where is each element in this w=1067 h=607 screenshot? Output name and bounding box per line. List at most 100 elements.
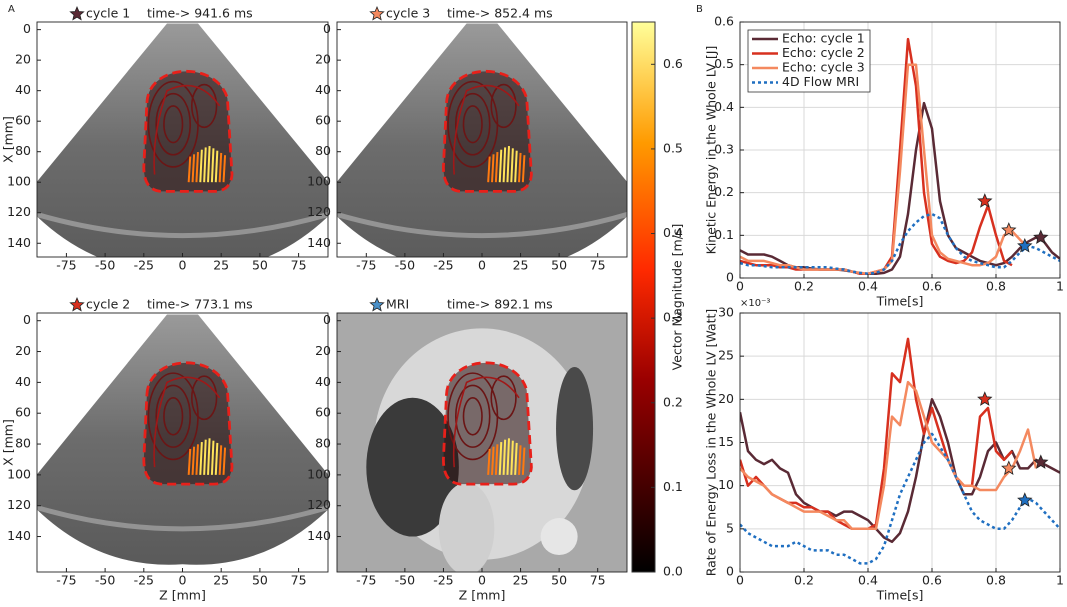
flow-vector: [494, 151, 499, 183]
x-tick-label: 0: [736, 279, 744, 294]
y-tick-label: 0.3: [714, 142, 734, 157]
x-tick-label: -25: [433, 258, 453, 273]
colorbar-tick-label: 0.2: [663, 394, 683, 409]
x-tick-label: -75: [356, 573, 376, 588]
streamline: [155, 92, 192, 156]
x-tick-label: 0.2: [794, 573, 814, 588]
x-tick-label: -25: [134, 573, 154, 588]
star-marker: [977, 193, 993, 208]
flow-vector: [222, 155, 227, 183]
y-tick-label: 40: [315, 82, 331, 97]
flow-vector: [214, 442, 219, 475]
x-tick-label: 75: [291, 258, 307, 273]
star-marker: [1017, 492, 1033, 507]
streamline: [452, 376, 520, 468]
x-tick-label: 0.8: [986, 573, 1006, 588]
flow-vector: [518, 152, 522, 183]
mri-tissue: [540, 518, 578, 556]
flow-vector: [514, 442, 518, 475]
x-tick-label: -50: [395, 258, 415, 273]
y-tick-label: 80: [15, 143, 31, 158]
streamline: [454, 384, 491, 448]
panel-label: B: [696, 4, 703, 15]
y-tick-label: 0: [23, 312, 31, 327]
plot-area: [37, 23, 328, 257]
flow-vector: [210, 148, 215, 183]
x-tick-label: 0: [179, 573, 187, 588]
mri-tissue: [366, 397, 459, 537]
series-line: [740, 432, 1060, 565]
y-tick-label: 20: [15, 52, 31, 67]
panel-subtitle: time-> 852.4 ms: [447, 6, 553, 21]
x-tick-label: -50: [395, 573, 415, 588]
lv-cavity: [143, 71, 232, 192]
legend-box: [747, 29, 871, 93]
y-tick-label: 0: [726, 270, 734, 285]
colorbar-tick-label: 0.4: [663, 225, 683, 240]
flow-vector: [491, 446, 495, 475]
plot-area: [337, 313, 627, 572]
star-marker: [1017, 237, 1033, 253]
panel-title: cycle 2: [86, 297, 130, 312]
streamline: [190, 375, 218, 421]
panel-title: cycle 3: [386, 6, 430, 21]
flow-vector: [218, 152, 223, 183]
lv-cavity: [443, 71, 532, 192]
flow-vector: [514, 150, 518, 183]
y-tick-label: 140: [307, 528, 331, 543]
legend-label: Echo: cycle 2: [782, 45, 865, 60]
streamline: [452, 84, 520, 175]
lv-cavity: [443, 362, 532, 485]
colorbar-tick-label: 0.1: [663, 479, 683, 494]
lv-cavity: [143, 362, 232, 485]
x-tick-label: -25: [433, 573, 453, 588]
y-tick-label: 120: [307, 204, 331, 219]
y-tick-label: 0.6: [714, 14, 734, 29]
streamline: [153, 376, 221, 468]
y-tick-label: 20: [718, 391, 734, 406]
y-tick-label: 60: [15, 113, 31, 128]
y-tick-label: 60: [15, 405, 31, 420]
flow-vector: [491, 154, 495, 183]
streamline: [454, 92, 491, 156]
lv-contour: [441, 361, 533, 486]
y-axis-label: X [mm]: [1, 419, 16, 466]
y-tick-label: 10: [718, 477, 734, 492]
flow-vector: [207, 438, 211, 475]
y-tick-label: 40: [15, 82, 31, 97]
x-tick-label: 50: [551, 258, 567, 273]
series-line: [740, 380, 1038, 531]
x-tick-label: 0: [478, 258, 486, 273]
y-tick-label: 80: [315, 436, 331, 451]
y-tick-label: 20: [315, 343, 331, 358]
x-tick-label: -75: [356, 258, 376, 273]
lv-contour: [441, 69, 533, 193]
lv-contour: [142, 69, 234, 193]
flow-vector: [521, 447, 526, 475]
y-tick-label: 100: [7, 174, 31, 189]
y-tick-label: 0: [23, 21, 31, 36]
plot-area: [740, 313, 1060, 572]
x-tick-label: 50: [252, 258, 268, 273]
y-tick-label: 60: [315, 113, 331, 128]
y-tick-label: 80: [15, 436, 31, 451]
x-axis-label: Z [mm]: [459, 588, 506, 603]
flow-vector: [518, 445, 522, 475]
streamline: [462, 396, 483, 436]
x-tick-label: 25: [213, 258, 229, 273]
colorbar-tick-label: 0.5: [663, 140, 683, 155]
flow-vector: [199, 441, 203, 475]
colorbar-tick-label: 0.0: [663, 564, 683, 579]
flow-vector: [191, 154, 196, 183]
flow-vector: [510, 440, 514, 475]
flow-vector: [191, 446, 196, 475]
mri-tissue: [438, 482, 495, 572]
mri-tissue: [556, 366, 594, 491]
panel-subtitle: time-> 892.1 ms: [447, 297, 553, 312]
flow-vector: [187, 156, 192, 183]
flow-vector: [494, 444, 499, 475]
series-line: [740, 63, 1029, 275]
y-axis-label: X [mm]: [1, 116, 16, 163]
y-tick-label: 140: [7, 235, 31, 250]
flow-vector: [498, 149, 503, 183]
